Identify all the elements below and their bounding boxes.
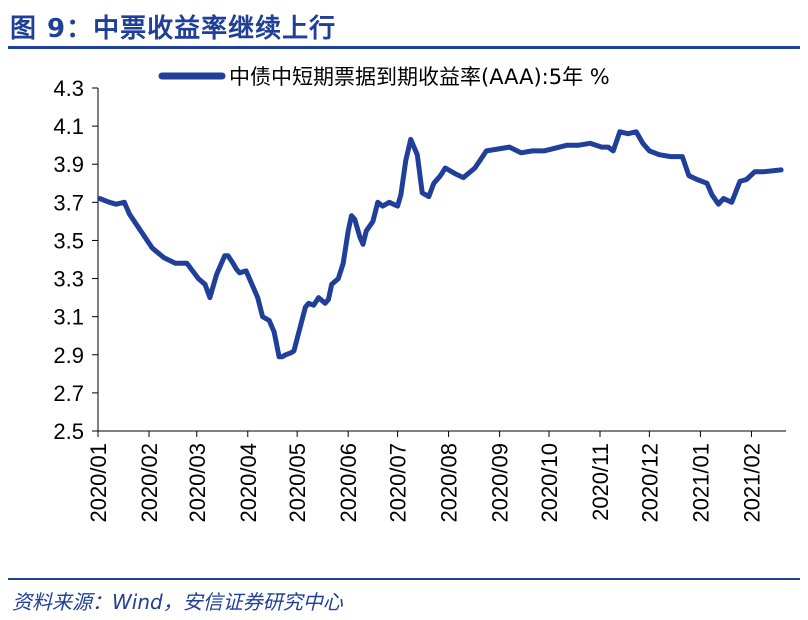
- x-tick-label: 2020/10: [537, 443, 562, 523]
- y-tick-label: 2.5: [53, 419, 84, 444]
- y-axis: 4.3 4.1 3.9 3.7 3.5 3.3 3.1 2.9 2.7 2.5: [53, 76, 99, 444]
- series-group: [97, 129, 784, 360]
- series-line: [97, 129, 784, 360]
- y-tick-label: 3.5: [53, 228, 84, 253]
- x-tick-label: 2020/08: [437, 443, 462, 523]
- x-tick-label: 2020/09: [488, 443, 513, 523]
- y-tick-label: 3.7: [53, 190, 84, 215]
- line-chart: 4.34.13.93.73.53.33.12.92.72.5 2020/01 20…: [53, 65, 786, 523]
- source-note: 资料来源：Wind，安信证券研究中心: [12, 590, 343, 614]
- figure-title: 图 9：中票收益率继续上行: [10, 14, 337, 44]
- y-tick-label: 4.1: [53, 114, 84, 139]
- x-tick-label: 2021/01: [688, 443, 713, 523]
- title-rule: [8, 46, 800, 49]
- x-tick-label: 2020/03: [185, 443, 210, 523]
- x-tick-label: 2021/02: [739, 443, 764, 523]
- y-tick-label: 2.9: [53, 343, 84, 368]
- x-tick-label: 2020/05: [285, 443, 310, 523]
- x-tick-label: 2020/11: [588, 443, 613, 521]
- legend: 中债中短期票据到期收益率(AAA):5年 %: [158, 65, 610, 89]
- y-tick-label: 2.7: [53, 381, 84, 406]
- y-tick-label: 4.3: [53, 76, 84, 101]
- x-tick-label: 2020/06: [336, 443, 361, 523]
- legend-label: 中债中短期票据到期收益率(AAA):5年 %: [229, 65, 610, 89]
- y-tick-label: 3.9: [53, 152, 84, 177]
- x-tick-label: 2020/07: [386, 443, 411, 523]
- source-rule: [8, 578, 800, 580]
- x-tick-label: 2020/04: [236, 443, 261, 523]
- x-tick-label: 2020/01: [86, 443, 111, 523]
- x-tick-label: 2020/02: [137, 443, 162, 523]
- y-tick-label: 3.1: [53, 305, 84, 330]
- x-tick-label: 2020/12: [637, 443, 662, 523]
- y-tick-label: 3.3: [53, 267, 84, 292]
- x-axis: 2020/01 2020/02 2020/03 2020/04 2020/05 2020/…: [86, 430, 786, 523]
